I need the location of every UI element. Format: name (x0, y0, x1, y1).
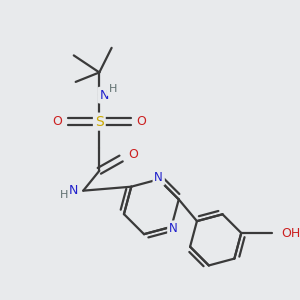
Text: N: N (169, 222, 178, 235)
Text: O: O (129, 148, 139, 161)
Text: H: H (60, 190, 68, 200)
Text: N: N (69, 184, 79, 197)
Text: OH: OH (281, 226, 300, 239)
Text: O: O (52, 115, 62, 128)
Text: N: N (154, 171, 163, 184)
Text: S: S (95, 115, 104, 129)
Text: H: H (108, 85, 117, 94)
Text: N: N (99, 88, 109, 102)
Text: O: O (136, 115, 146, 128)
